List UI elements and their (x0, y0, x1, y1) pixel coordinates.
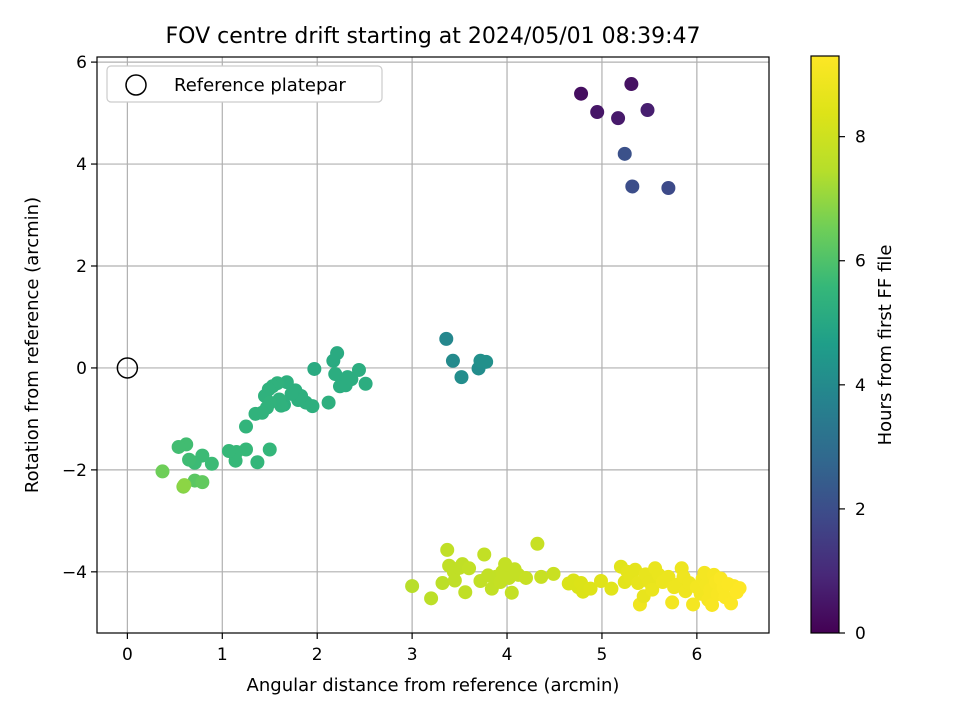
scatter-point (661, 181, 676, 196)
scatter-point (262, 442, 277, 457)
colorbar-tick-label: 0 (855, 624, 866, 644)
y-tick-label: 4 (76, 155, 87, 175)
colorbar-tick-label: 6 (855, 252, 866, 272)
colorbar-ticks: 0 2 4 6 8 (839, 128, 866, 644)
scatter-point (221, 444, 236, 459)
scatter-point (440, 542, 455, 557)
x-tick-label: 2 (312, 645, 323, 665)
scatter-point (645, 582, 660, 597)
scatter-point (454, 370, 469, 385)
chart-title: FOV centre drift starting at 2024/05/01 … (166, 24, 701, 49)
scatter-point (424, 591, 439, 606)
scatter-point (519, 570, 534, 585)
scatter-point (340, 370, 355, 385)
scatter-point (604, 581, 619, 596)
scatter-point (326, 353, 341, 368)
scatter-point (583, 581, 598, 596)
x-axis-label: Angular distance from reference (arcmin) (247, 675, 620, 696)
x-tick-label: 6 (691, 645, 702, 665)
scatter-point (611, 111, 626, 126)
colorbar-tick-label: 8 (855, 128, 866, 148)
scatter-point (534, 569, 549, 584)
scatter-point (594, 574, 608, 589)
scatter-point (574, 86, 589, 101)
scatter-point (321, 395, 336, 410)
scatter-point (358, 376, 373, 391)
y-axis-label: Rotation from reference (arcmin) (22, 197, 43, 493)
scatter-point (705, 597, 720, 612)
colorbar-tick-label: 4 (855, 376, 866, 396)
data-points (155, 77, 747, 612)
scatter-point (661, 569, 676, 584)
x-tick-label: 3 (407, 645, 418, 665)
scatter-point (479, 354, 494, 369)
x-tick-label: 0 (122, 645, 133, 665)
scatter-point (248, 406, 263, 421)
reference-marker (116, 357, 139, 379)
scatter-point (274, 398, 289, 413)
scatter-point (250, 455, 265, 470)
scatter-point (307, 361, 322, 376)
scatter-point (546, 566, 561, 581)
scatter-point (195, 475, 210, 490)
scatter-point (435, 576, 450, 591)
scatter-point (171, 439, 186, 454)
colorbar-label: Hours from first FF file (875, 245, 896, 446)
scatter-point (724, 596, 739, 611)
legend-reference-marker (125, 74, 147, 96)
scatter-point (462, 561, 477, 576)
legend-entry-reference: Reference platepar (174, 75, 346, 96)
y-tick-label: 0 (76, 359, 87, 379)
scatter-point (155, 464, 170, 479)
scatter-point (665, 595, 680, 610)
scatter-point (732, 581, 747, 596)
y-tick-label: −4 (62, 563, 87, 583)
x-tick-label: 4 (502, 645, 513, 665)
scatter-point (182, 452, 197, 467)
scatter-point (177, 478, 192, 493)
y-tick-label: 2 (76, 257, 87, 277)
legend: Reference platepar (106, 65, 383, 103)
scatter-point (640, 103, 655, 118)
scatter-point (617, 146, 632, 161)
scatter-point (284, 386, 299, 401)
y-tick-label: 6 (76, 53, 87, 73)
scatter-point (445, 353, 460, 368)
legend-box (106, 65, 383, 103)
reference-platepar-point (116, 357, 139, 379)
scatter-point (504, 585, 519, 600)
scatter-point (624, 77, 639, 92)
plot-frame (96, 56, 770, 634)
scatter-point (439, 331, 454, 346)
scatter-point (590, 105, 605, 120)
scatter-point (686, 597, 701, 612)
scatter-point (625, 179, 640, 194)
scatter-point (405, 579, 420, 594)
x-axis-ticks: 0 1 2 3 4 5 6 (122, 633, 702, 665)
scatter-point (530, 536, 545, 551)
scatter-point (477, 547, 492, 562)
scatter-point (204, 456, 219, 471)
x-tick-label: 1 (217, 645, 228, 665)
scatter-point (458, 585, 473, 600)
scatter-point (239, 419, 254, 434)
x-tick-label: 5 (597, 645, 608, 665)
colorbar-gradient (810, 55, 840, 634)
scatter-point (328, 367, 343, 382)
scatter-point (447, 573, 462, 588)
grid-lines (97, 57, 769, 633)
scatter-point (628, 562, 643, 577)
colorbar: 0 2 4 6 8 Hours from first FF file (810, 55, 896, 644)
y-axis-ticks: −4 −2 0 2 4 6 (62, 53, 97, 583)
colorbar-tick-label: 2 (855, 500, 866, 520)
y-tick-label: −2 (62, 461, 87, 481)
